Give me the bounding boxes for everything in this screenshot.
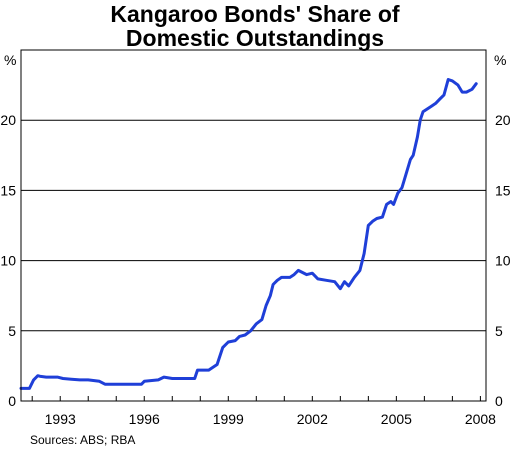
y-axis-unit-left: % <box>4 52 16 68</box>
gridlines <box>21 119 486 332</box>
y-tick-label-left: 15 <box>0 182 16 198</box>
y-axis-unit-right: % <box>494 52 506 68</box>
y-tick-label-left: 0 <box>8 393 16 409</box>
y-axis-left: 0 5 10 15 20 <box>0 112 16 409</box>
x-tick-label: 2008 <box>465 411 496 427</box>
series-layer <box>19 78 478 390</box>
y-tick-label-left: 5 <box>8 323 16 339</box>
x-tick-label: 2002 <box>297 411 328 427</box>
plot-frame <box>20 49 487 402</box>
x-tick-label: 1999 <box>213 411 244 427</box>
y-tick-label-right: 0 <box>495 393 503 409</box>
chart-title-line-1: Kangaroo Bonds' Share of <box>110 1 400 27</box>
y-tick-label-right: 20 <box>495 112 510 128</box>
x-tick-label: 1993 <box>45 411 76 427</box>
x-tick-label: 1996 <box>129 411 160 427</box>
series-line <box>19 78 478 390</box>
y-tick-label-right: 10 <box>495 253 510 269</box>
x-axis: 1993 1996 1999 2002 2005 2008 <box>31 396 496 427</box>
y-tick-label-right: 15 <box>495 182 510 198</box>
y-axis-right: 0 5 10 15 20 <box>495 112 510 409</box>
x-tick-label: 2005 <box>381 411 412 427</box>
y-tick-label-left: 10 <box>0 253 16 269</box>
y-tick-label-left: 20 <box>0 112 16 128</box>
chart-title-line-2: Domestic Outstandings <box>126 25 384 51</box>
source-note: Sources: ABS; RBA <box>30 433 135 447</box>
y-tick-label-right: 5 <box>495 323 503 339</box>
